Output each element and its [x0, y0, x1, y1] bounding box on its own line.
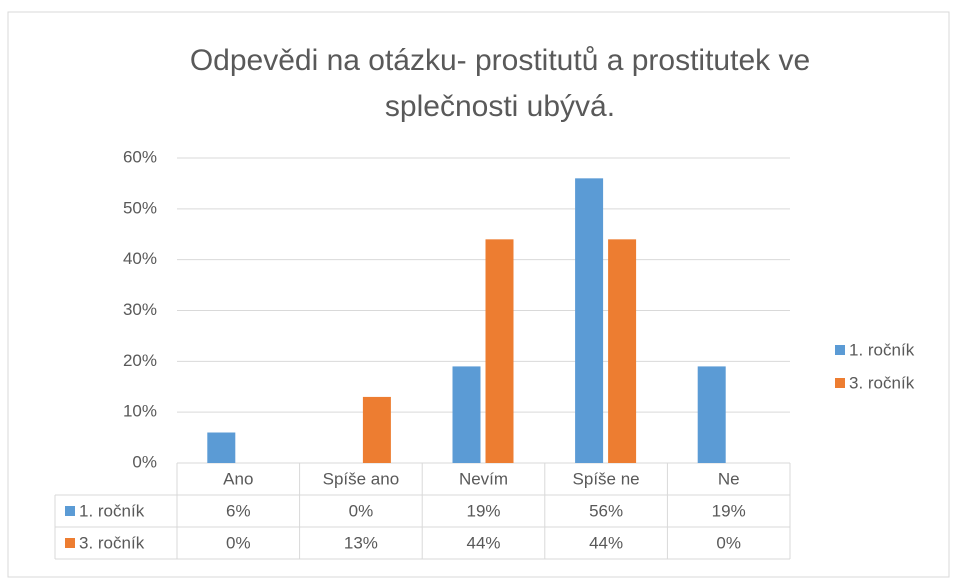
- table-value: 0%: [226, 533, 251, 552]
- chart-title: Odpevědi na otázku- prostitutů a prostit…: [189, 44, 811, 123]
- table-value: 0%: [349, 501, 374, 520]
- bar: [362, 396, 391, 463]
- x-tick-label: Ne: [718, 469, 740, 488]
- table-value: 0%: [716, 533, 741, 552]
- table-row-label: 3. ročník: [79, 533, 145, 552]
- legend-swatch: [835, 345, 845, 355]
- chart-border: [7, 11, 950, 578]
- bar: [608, 239, 637, 463]
- table-value: 44%: [466, 533, 500, 552]
- y-tick-label: 10%: [123, 402, 157, 421]
- y-tick-label: 50%: [123, 198, 157, 217]
- bar: [485, 239, 514, 463]
- x-tick-label: Spíše ne: [573, 469, 640, 488]
- table-value: 6%: [226, 501, 251, 520]
- legend-label: 3. ročník: [849, 373, 915, 392]
- x-tick-label: Ano: [223, 469, 253, 488]
- table-swatch: [65, 538, 75, 548]
- y-tick-label: 60%: [123, 147, 157, 166]
- bar: [207, 432, 236, 463]
- y-tick-label: 20%: [123, 351, 157, 370]
- y-tick-label: 40%: [123, 249, 157, 268]
- table-value: 13%: [344, 533, 378, 552]
- table-row-label: 1. ročník: [79, 501, 145, 520]
- bar: [697, 366, 726, 463]
- legend-label: 1. ročník: [849, 340, 915, 359]
- y-tick-label: 0%: [132, 452, 157, 471]
- y-tick-label: 30%: [123, 300, 157, 319]
- bar: [452, 366, 481, 463]
- table-swatch: [65, 506, 75, 516]
- table-value: 56%: [589, 501, 623, 520]
- table-value: 19%: [712, 501, 746, 520]
- legend-swatch: [835, 378, 845, 388]
- table-value: 19%: [466, 501, 500, 520]
- table-value: 44%: [589, 533, 623, 552]
- x-tick-label: Spíše ano: [323, 469, 400, 488]
- bar: [575, 178, 604, 464]
- x-tick-label: Nevím: [459, 469, 508, 488]
